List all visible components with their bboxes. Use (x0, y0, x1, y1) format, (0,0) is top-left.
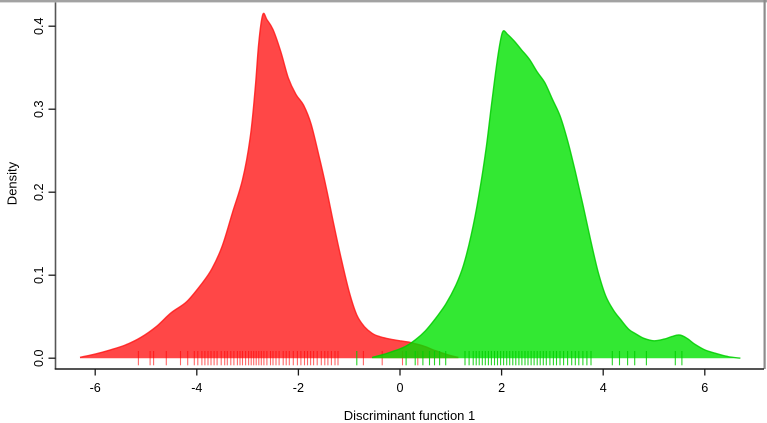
y-tick-label: 0.4 (32, 17, 46, 35)
x-axis-title: Discriminant function 1 (343, 408, 476, 423)
x-tick-label: -6 (90, 381, 101, 395)
group-1-density-rug (137, 351, 419, 366)
group-2-density-rug (356, 351, 683, 366)
group-1-density-area (80, 13, 459, 359)
x-tick-label: 6 (701, 381, 708, 395)
y-tick-label: 0.2 (32, 183, 46, 201)
x-tick-label: -2 (293, 381, 304, 395)
x-tick-label: 0 (396, 381, 403, 395)
y-tick-label: 0.1 (32, 266, 46, 284)
group-2-density-area (372, 30, 741, 359)
frame-top-border (0, 0, 767, 3)
group-1-density-outline (79, 12, 459, 359)
y-tick-label: 0.3 (32, 100, 46, 118)
x-tick-label: 4 (600, 381, 607, 395)
y-axis: 0.0 0.1 0.2 0.3 0.4 (32, 17, 56, 367)
y-tick-label: 0.0 (32, 349, 46, 367)
x-axis: -6 -4 -2 0 2 4 6 (90, 369, 708, 395)
group-2-density-outline (371, 30, 741, 359)
x-tick-label: -4 (191, 381, 202, 395)
x-tick-label: 2 (498, 381, 505, 395)
y-axis-title: Density (4, 161, 20, 206)
